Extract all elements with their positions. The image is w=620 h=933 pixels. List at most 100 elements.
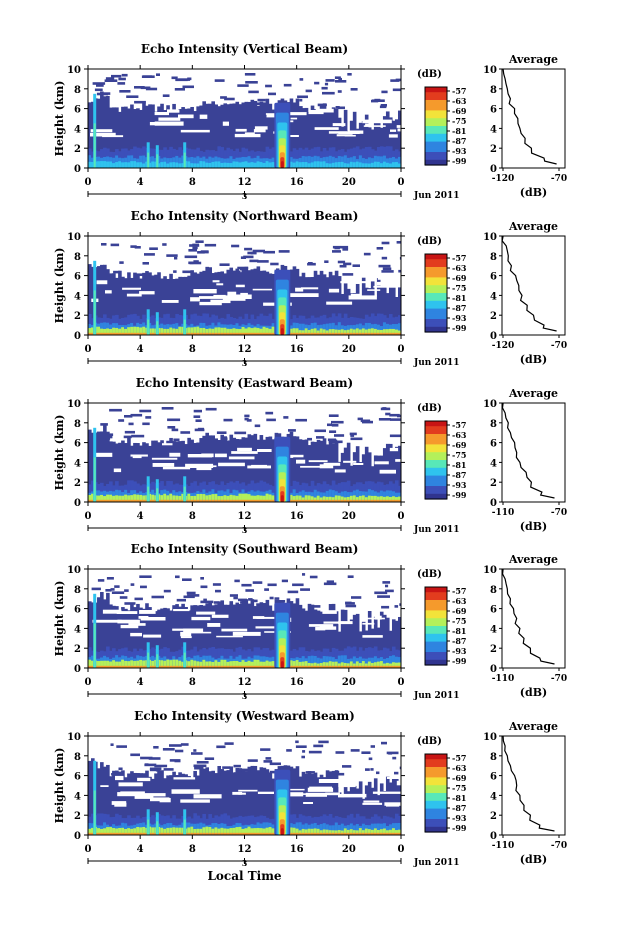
low-layer (211, 494, 215, 502)
echo-column (115, 606, 119, 668)
echo-patch (151, 595, 164, 599)
echo-column (346, 622, 351, 668)
echo-column (232, 772, 237, 835)
echo-column (310, 276, 315, 335)
echo-patch (246, 419, 252, 422)
echo-patch (342, 248, 349, 251)
echo-column (382, 283, 387, 335)
colorbar-frame (424, 586, 448, 666)
echo-column (370, 787, 375, 835)
echo-column (157, 770, 161, 835)
low-layer (385, 662, 390, 668)
low-layer (259, 332, 264, 335)
low-layer (166, 332, 170, 335)
profile-y-tick-label: 10 (483, 732, 497, 743)
convective-core (156, 654, 159, 668)
low-layer (241, 332, 246, 335)
echo-column (358, 781, 363, 835)
low-layer (301, 665, 306, 668)
low-layer (373, 832, 378, 835)
panel-4: Echo Intensity (Westward Beam)0246810Hei… (53, 709, 567, 868)
month-label: Jun 2011 (413, 858, 460, 868)
low-layer (172, 332, 176, 335)
echo-column (361, 276, 366, 335)
echo-patch (118, 77, 126, 81)
echo-column (178, 772, 182, 835)
echo-column (178, 276, 182, 335)
low-layer (247, 162, 252, 168)
echo-patch (257, 98, 266, 102)
echo-column (313, 609, 318, 668)
echo-column (250, 435, 255, 502)
echo-gap (284, 112, 307, 116)
echo-column (307, 277, 312, 335)
low-layer (115, 499, 119, 502)
low-layer (121, 499, 125, 502)
low-layer (91, 832, 95, 835)
low-layer (328, 830, 333, 835)
low-layer (229, 832, 234, 835)
echo-column (331, 770, 336, 835)
low-layer (382, 329, 387, 335)
low-layer (127, 828, 131, 835)
colorbar-tick-label: -93 (452, 813, 467, 823)
echo-gap (252, 616, 265, 619)
echo-column (184, 444, 188, 502)
low-layer (361, 665, 366, 668)
low-layer (199, 161, 203, 168)
colorbar-segment (425, 821, 447, 825)
echo-patch (371, 99, 385, 102)
echo-column (136, 108, 140, 168)
low-layer (346, 665, 351, 668)
echo-gap (180, 636, 192, 639)
convective-core (156, 154, 159, 168)
echo-patch (325, 79, 335, 82)
low-layer (241, 161, 246, 168)
echo-patch (267, 583, 277, 587)
echo-column (229, 103, 234, 168)
echo-column (313, 109, 318, 168)
low-layer (379, 661, 384, 668)
echo-column (340, 293, 345, 335)
echo-patch (257, 260, 269, 263)
echo-gap (348, 295, 377, 300)
echo-column (316, 274, 321, 335)
echo-column (142, 773, 146, 835)
colorbar-segment (425, 462, 447, 466)
low-layer (166, 659, 170, 668)
low-layer (289, 665, 294, 668)
low-layer (253, 665, 258, 668)
y-tick-label: 6 (74, 439, 81, 450)
low-layer (226, 832, 231, 835)
echo-column (127, 272, 131, 335)
colorbar-segment (425, 769, 447, 773)
low-layer (160, 495, 164, 502)
echo-column (301, 608, 306, 668)
low-layer (316, 832, 321, 835)
profile-x-label: (dB) (520, 853, 547, 866)
echo-column (181, 440, 185, 502)
low-layer (169, 162, 173, 168)
echo-column (268, 772, 273, 835)
low-layer (106, 814, 110, 835)
low-layer (298, 499, 303, 502)
low-layer (328, 496, 333, 502)
echo-column (154, 274, 158, 335)
low-layer (304, 832, 309, 835)
echo-patch (378, 264, 391, 268)
echo-column (268, 103, 273, 168)
low-layer (367, 163, 372, 168)
low-layer (256, 499, 261, 502)
low-layer (370, 823, 375, 835)
low-layer (151, 332, 155, 335)
low-layer (169, 146, 173, 168)
low-layer (229, 499, 234, 502)
low-layer (331, 661, 336, 668)
y-tick-label: 0 (74, 664, 81, 675)
echo-patch (237, 266, 249, 270)
low-layer (214, 327, 219, 335)
low-layer (304, 495, 309, 502)
low-layer (199, 499, 203, 502)
low-layer (112, 499, 116, 502)
low-layer (379, 829, 384, 835)
